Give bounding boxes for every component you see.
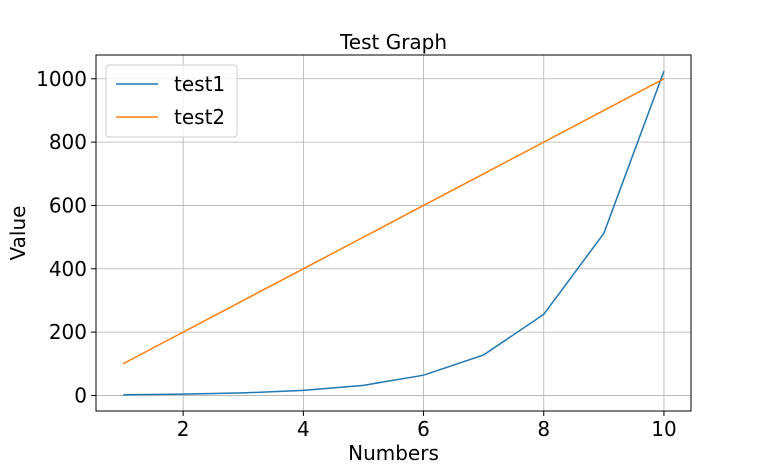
series-line-test1 [123, 70, 665, 396]
axes-frame [95, 54, 692, 412]
x-axis-label: Numbers [348, 441, 439, 461]
y-tick-label: 1000 [36, 67, 87, 91]
x-tick-label: 6 [417, 417, 430, 441]
chart-title: Test Graph [339, 30, 447, 54]
y-tick-label: 600 [49, 193, 87, 217]
y-tick-label: 0 [74, 383, 87, 407]
x-tick-label: 2 [177, 417, 190, 441]
x-tick-label: 10 [651, 417, 676, 441]
x-tick-label: 4 [297, 417, 310, 441]
legend-box [105, 64, 238, 138]
legend-label-test1: test1 [174, 72, 225, 96]
legend: test1 test2 [105, 64, 238, 138]
series-lines [122, 70, 665, 396]
series-line-test2 [122, 78, 665, 365]
y-axis-label: Value [6, 206, 30, 261]
y-tick-label: 800 [49, 130, 87, 154]
ticks: 2 4 6 8 10 0 200 400 600 800 1000 [36, 67, 677, 441]
legend-label-test2: test2 [174, 105, 225, 129]
y-tick-label: 200 [49, 320, 87, 344]
y-tick-label: 400 [49, 257, 87, 281]
x-tick-label: 8 [537, 417, 550, 441]
